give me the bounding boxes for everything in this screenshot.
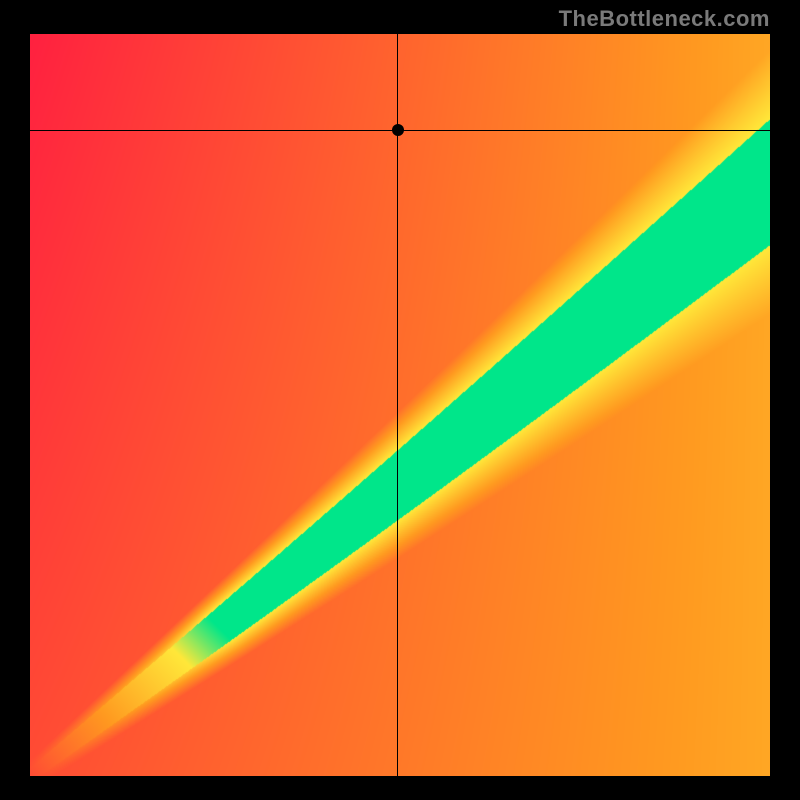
plot-area xyxy=(30,34,770,776)
heatmap-canvas xyxy=(30,34,770,776)
crosshair-vertical xyxy=(397,34,398,776)
watermark-text: TheBottleneck.com xyxy=(559,6,770,32)
chart-root: TheBottleneck.com xyxy=(0,0,800,800)
